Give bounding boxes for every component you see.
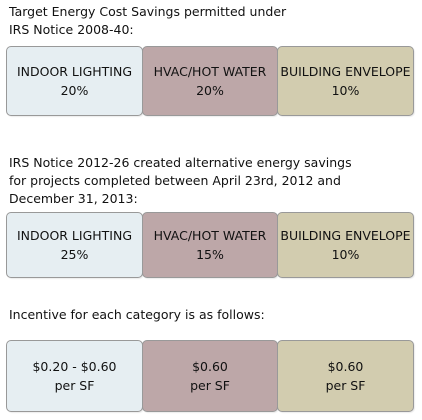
section1-lighting-box: INDOOR LIGHTING 20%: [6, 46, 143, 116]
section2-heading: IRS Notice 2012-26 created alternative e…: [9, 155, 352, 206]
hvac-incentive-amount: $0.60: [192, 359, 228, 374]
section2-lighting-box: INDOOR LIGHTING 25%: [6, 212, 143, 278]
hvac-savings-value: 20%: [196, 83, 224, 98]
lighting-incentive-amount: $0.20 - $0.60: [32, 359, 117, 374]
envelope-savings-value: 10%: [331, 83, 360, 98]
section2-savings-row: INDOOR LIGHTING 25% HVAC/HOT WATER 15% B…: [6, 212, 416, 278]
section1-savings-row: INDOOR LIGHTING 20% HVAC/HOT WATER 20% B…: [6, 46, 416, 116]
section3-envelope-box: $0.60 per SF: [277, 340, 414, 412]
hvac-category-label: HVAC/HOT WATER: [153, 64, 267, 79]
hvac-savings-value: 15%: [196, 247, 224, 262]
lighting-savings-value: 25%: [60, 247, 89, 262]
envelope-incentive-amount: $0.60: [327, 359, 364, 374]
lighting-incentive-unit: per SF: [54, 378, 95, 393]
hvac-category-label: HVAC/HOT WATER: [153, 228, 267, 243]
lighting-category-label: INDOOR LIGHTING: [16, 64, 133, 79]
envelope-category-label: BUILDING ENVELOPE: [280, 64, 411, 79]
envelope-savings-value: 10%: [331, 247, 360, 262]
section2-envelope-box: BUILDING ENVELOPE 10%: [277, 212, 414, 278]
section1-hvac-box: HVAC/HOT WATER 20%: [142, 46, 278, 116]
section3-incentive-row: $0.20 - $0.60 per SF $0.60 per SF $0.60 …: [6, 340, 416, 412]
hvac-incentive-unit: per SF: [190, 378, 230, 393]
envelope-category-label: BUILDING ENVELOPE: [280, 228, 411, 243]
lighting-category-label: INDOOR LIGHTING: [16, 228, 133, 243]
section2-hvac-box: HVAC/HOT WATER 15%: [142, 212, 278, 278]
section3-lighting-box: $0.20 - $0.60 per SF: [6, 340, 143, 412]
section1-envelope-box: BUILDING ENVELOPE 10%: [277, 46, 414, 116]
lighting-savings-value: 20%: [60, 83, 89, 98]
section3-hvac-box: $0.60 per SF: [142, 340, 278, 412]
section3-heading: Incentive for each category is as follow…: [9, 307, 265, 322]
section1-heading: Target Energy Cost Savings permitted und…: [9, 4, 287, 37]
envelope-incentive-unit: per SF: [325, 378, 366, 393]
